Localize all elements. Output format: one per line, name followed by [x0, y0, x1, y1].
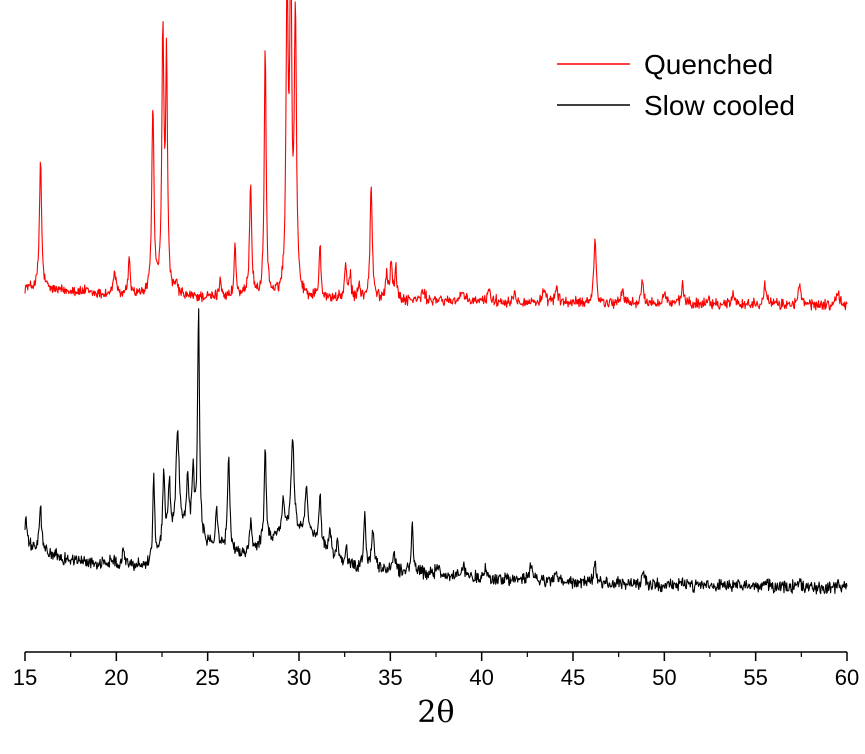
x-tick-label-15: 15	[13, 665, 37, 690]
x-tick-label-55: 55	[743, 665, 767, 690]
series-line-quenched	[24, 0, 848, 311]
x-tick-label-35: 35	[378, 665, 402, 690]
legend: Quenched Slow cooled	[557, 49, 795, 121]
x-tick-label-40: 40	[469, 665, 493, 690]
x-tick-label-30: 30	[287, 665, 311, 690]
x-tick-label-50: 50	[652, 665, 676, 690]
x-tick-label-45: 45	[561, 665, 585, 690]
x-tick-label-25: 25	[195, 665, 219, 690]
x-axis: 15 20 25 30 35 40 45 50 55 60	[13, 651, 859, 690]
legend-label-0: Quenched	[644, 49, 773, 80]
legend-label-1: Slow cooled	[644, 90, 795, 121]
series-line-slow-cooled	[24, 308, 848, 595]
x-tick-label-20: 20	[104, 665, 128, 690]
x-tick-label-60: 60	[835, 665, 859, 690]
series-layer	[24, 0, 848, 595]
x-axis-title: 2θ	[417, 695, 454, 730]
